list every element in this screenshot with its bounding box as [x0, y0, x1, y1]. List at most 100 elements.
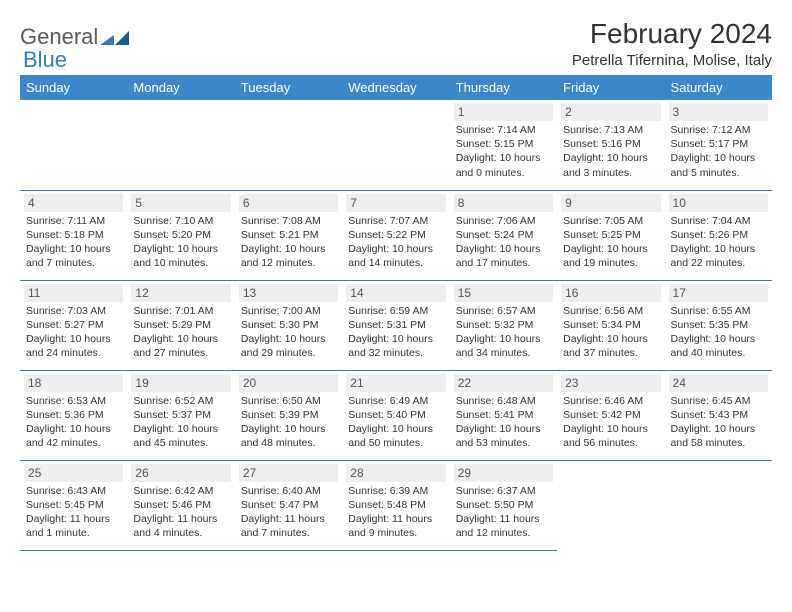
calendar-cell [342, 100, 449, 190]
header: General February 2024 Petrella Tifernina… [20, 18, 772, 69]
calendar-cell [557, 460, 664, 550]
day-number: 19 [131, 374, 230, 392]
day-details: Sunrise: 7:04 AMSunset: 5:26 PMDaylight:… [669, 214, 768, 271]
calendar-cell: 19 Sunrise: 6:52 AMSunset: 5:37 PMDayligh… [127, 370, 234, 460]
day-number: 14 [346, 284, 445, 302]
day-details: Sunrise: 6:53 AMSunset: 5:36 PMDaylight:… [24, 394, 123, 451]
day-details: Sunrise: 6:45 AMSunset: 5:43 PMDaylight:… [669, 394, 768, 451]
calendar-cell: 22Sunrise: 6:48 AMSunset: 5:41 PMDayligh… [450, 370, 557, 460]
day-number: 5 [131, 194, 230, 212]
calendar-cell: 7 Sunrise: 7:07 AMSunset: 5:22 PMDaylight… [342, 190, 449, 280]
day-details: Sunrise: 7:07 AMSunset: 5:22 PMDaylight:… [346, 214, 445, 271]
day-details: Sunrise: 7:12 AMSunset: 5:17 PMDaylight:… [669, 123, 768, 180]
day-number: 15 [454, 284, 553, 302]
calendar-body: 1 Sunrise: 7:14 AMSunset: 5:15 PMDaylight… [20, 100, 772, 550]
day-details: Sunrise: 7:01 AMSunset: 5:29 PMDaylight:… [131, 304, 230, 361]
title-block: February 2024 Petrella Tifernina, Molise… [572, 18, 772, 69]
weekday-header: Wednesday [342, 75, 449, 100]
calendar-cell: 21 Sunrise: 6:49 AMSunset: 5:40 PMDayligh… [342, 370, 449, 460]
calendar-cell [235, 100, 342, 190]
calendar-row: 11 Sunrise: 7:03 AMSunset: 5:27 PMDayligh… [20, 280, 772, 370]
day-number: 11 [24, 284, 123, 302]
day-details: Sunrise: 6:39 AMSunset: 5:48 PMDaylight:… [346, 484, 445, 541]
calendar-cell: 5 Sunrise: 7:10 AMSunset: 5:20 PMDaylight… [127, 190, 234, 280]
day-details: Sunrise: 6:55 AMSunset: 5:35 PMDaylight:… [669, 304, 768, 361]
calendar-row: 18Sunrise: 6:53 AMSunset: 5:36 PMDayligh… [20, 370, 772, 460]
calendar-cell: 3 Sunrise: 7:12 AMSunset: 5:17 PMDaylight… [665, 100, 772, 190]
calendar-cell: 6 Sunrise: 7:08 AMSunset: 5:21 PMDaylight… [235, 190, 342, 280]
weekday-header: Sunday [20, 75, 127, 100]
day-details: Sunrise: 6:50 AMSunset: 5:39 PMDaylight:… [239, 394, 338, 451]
day-number: 7 [346, 194, 445, 212]
day-number: 6 [239, 194, 338, 212]
day-number: 24 [669, 374, 768, 392]
day-number: 1 [454, 103, 553, 121]
day-number: 16 [561, 284, 660, 302]
calendar-cell: 9Sunrise: 7:05 AMSunset: 5:25 PMDaylight… [557, 190, 664, 280]
calendar-row: 25 Sunrise: 6:43 AMSunset: 5:45 PMDayligh… [20, 460, 772, 550]
calendar-cell [127, 100, 234, 190]
calendar-row: 1 Sunrise: 7:14 AMSunset: 5:15 PMDaylight… [20, 100, 772, 190]
calendar-cell: 11 Sunrise: 7:03 AMSunset: 5:27 PMDayligh… [20, 280, 127, 370]
calendar-cell: 29 Sunrise: 6:37 AMSunset: 5:50 PMDayligh… [450, 460, 557, 550]
day-details: Sunrise: 7:03 AMSunset: 5:27 PMDaylight:… [24, 304, 123, 361]
brand-part2: Blue [23, 47, 67, 73]
calendar-cell: 1 Sunrise: 7:14 AMSunset: 5:15 PMDaylight… [450, 100, 557, 190]
calendar-cell: 16 Sunrise: 6:56 AMSunset: 5:34 PMDayligh… [557, 280, 664, 370]
calendar-row: 4 Sunrise: 7:11 AMSunset: 5:18 PMDaylight… [20, 190, 772, 280]
day-details: Sunrise: 6:43 AMSunset: 5:45 PMDaylight:… [24, 484, 123, 541]
day-details: Sunrise: 6:56 AMSunset: 5:34 PMDaylight:… [561, 304, 660, 361]
brand-logo: General [20, 18, 132, 50]
weekday-header: Saturday [665, 75, 772, 100]
day-details: Sunrise: 6:37 AMSunset: 5:50 PMDaylight:… [454, 484, 553, 541]
weekday-header: Tuesday [235, 75, 342, 100]
day-details: Sunrise: 6:49 AMSunset: 5:40 PMDaylight:… [346, 394, 445, 451]
day-details: Sunrise: 6:52 AMSunset: 5:37 PMDaylight:… [131, 394, 230, 451]
day-number: 12 [131, 284, 230, 302]
calendar-cell: 24 Sunrise: 6:45 AMSunset: 5:43 PMDayligh… [665, 370, 772, 460]
day-details: Sunrise: 7:05 AMSunset: 5:25 PMDaylight:… [561, 214, 660, 271]
day-details: Sunrise: 7:06 AMSunset: 5:24 PMDaylight:… [454, 214, 553, 271]
day-details: Sunrise: 7:11 AMSunset: 5:18 PMDaylight:… [24, 214, 123, 271]
weekday-header: Friday [557, 75, 664, 100]
day-number: 13 [239, 284, 338, 302]
location: Petrella Tifernina, Molise, Italy [572, 52, 772, 69]
day-number: 25 [24, 464, 123, 482]
day-number: 4 [24, 194, 123, 212]
day-number: 17 [669, 284, 768, 302]
day-details: Sunrise: 7:00 AMSunset: 5:30 PMDaylight:… [239, 304, 338, 361]
day-number: 2 [561, 103, 660, 121]
day-number: 28 [346, 464, 445, 482]
day-number: 27 [239, 464, 338, 482]
day-details: Sunrise: 6:59 AMSunset: 5:31 PMDaylight:… [346, 304, 445, 361]
day-details: Sunrise: 7:14 AMSunset: 5:15 PMDaylight:… [454, 123, 553, 180]
day-details: Sunrise: 7:10 AMSunset: 5:20 PMDaylight:… [131, 214, 230, 271]
calendar-cell: 28 Sunrise: 6:39 AMSunset: 5:48 PMDayligh… [342, 460, 449, 550]
calendar-table: Sunday Monday Tuesday Wednesday Thursday… [20, 75, 772, 551]
day-number: 22 [454, 374, 553, 392]
day-details: Sunrise: 6:42 AMSunset: 5:46 PMDaylight:… [131, 484, 230, 541]
day-number: 29 [454, 464, 553, 482]
month-title: February 2024 [572, 18, 772, 50]
calendar-cell: 23 Sunrise: 6:46 AMSunset: 5:42 PMDayligh… [557, 370, 664, 460]
calendar-cell: 12 Sunrise: 7:01 AMSunset: 5:29 PMDayligh… [127, 280, 234, 370]
weekday-header: Monday [127, 75, 234, 100]
calendar-cell: 8Sunrise: 7:06 AMSunset: 5:24 PMDaylight… [450, 190, 557, 280]
day-number: 3 [669, 103, 768, 121]
calendar-cell: 2 Sunrise: 7:13 AMSunset: 5:16 PMDaylight… [557, 100, 664, 190]
calendar-cell: 15 Sunrise: 6:57 AMSunset: 5:32 PMDayligh… [450, 280, 557, 370]
day-number: 20 [239, 374, 338, 392]
day-details: Sunrise: 7:13 AMSunset: 5:16 PMDaylight:… [561, 123, 660, 180]
day-details: Sunrise: 6:46 AMSunset: 5:42 PMDaylight:… [561, 394, 660, 451]
calendar-cell: 20 Sunrise: 6:50 AMSunset: 5:39 PMDayligh… [235, 370, 342, 460]
calendar-cell: 17 Sunrise: 6:55 AMSunset: 5:35 PMDayligh… [665, 280, 772, 370]
day-details: Sunrise: 6:40 AMSunset: 5:47 PMDaylight:… [239, 484, 338, 541]
calendar-cell [665, 460, 772, 550]
calendar-cell: 27 Sunrise: 6:40 AMSunset: 5:47 PMDayligh… [235, 460, 342, 550]
day-details: Sunrise: 7:08 AMSunset: 5:21 PMDaylight:… [239, 214, 338, 271]
day-number: 23 [561, 374, 660, 392]
day-details: Sunrise: 6:57 AMSunset: 5:32 PMDaylight:… [454, 304, 553, 361]
calendar-cell: 10Sunrise: 7:04 AMSunset: 5:26 PMDayligh… [665, 190, 772, 280]
day-number: 21 [346, 374, 445, 392]
calendar-cell: 14 Sunrise: 6:59 AMSunset: 5:31 PMDayligh… [342, 280, 449, 370]
